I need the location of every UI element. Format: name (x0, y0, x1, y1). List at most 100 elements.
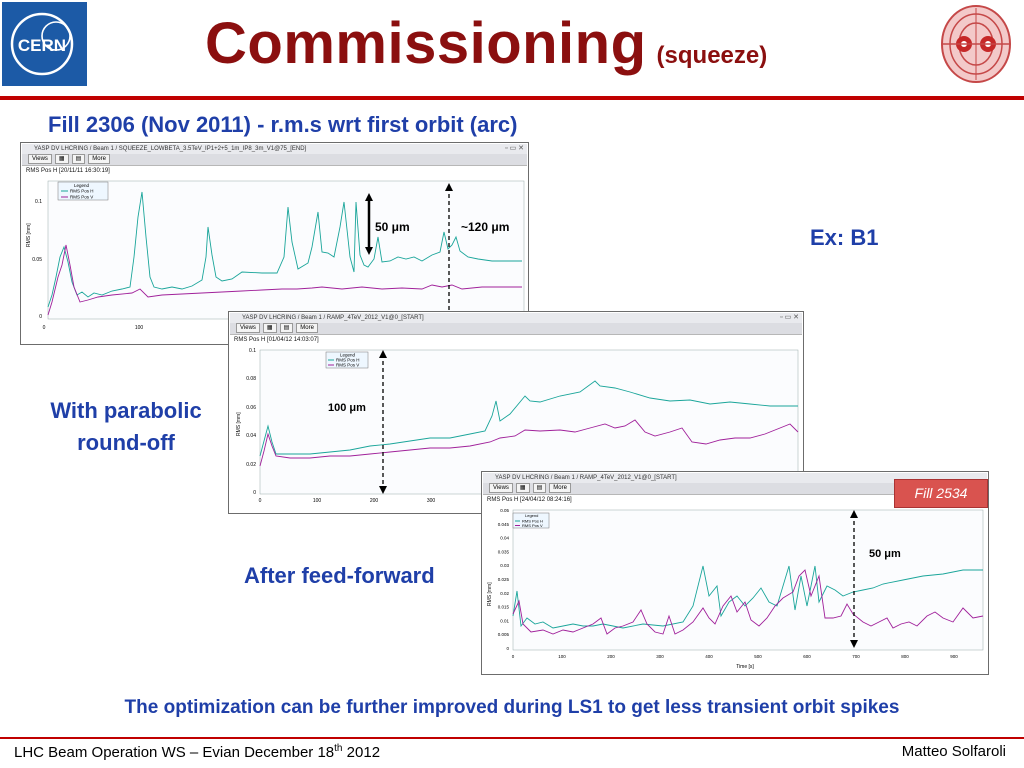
legend-title: Legend (525, 513, 538, 518)
toolbar: Views ▦ ▤ More (22, 154, 527, 166)
series-rms-v (512, 569, 984, 635)
footer-event-text: LHC Beam Operation WS – Evian December 1… (14, 744, 335, 761)
views-button[interactable]: Views (28, 154, 52, 164)
toolbar: Views ▦ ▤ More (230, 323, 802, 335)
x-tick: 100 (313, 498, 322, 504)
bottom-note: The optimization can be further improved… (124, 697, 900, 718)
grid-button[interactable]: ▦ (262, 323, 277, 333)
label-feed-forward: After feed-forward (244, 563, 435, 588)
footer-event-sup: th (334, 743, 343, 754)
slide-title: Commissioning (squeeze) (205, 10, 767, 77)
list-button[interactable]: ▤ (71, 154, 86, 164)
x-tick: 0 (43, 325, 46, 331)
y-tick: 0.03 (500, 563, 509, 568)
legend-entry-v: RMS Pos V (70, 195, 93, 200)
more-button[interactable]: More (549, 483, 571, 493)
arrow-head-up (365, 193, 373, 201)
x-tick: 700 (852, 654, 860, 659)
footer-divider (0, 737, 1024, 739)
y-tick: 0.08 (246, 376, 256, 382)
annotation-120um: ~120 μm (461, 220, 509, 234)
x-tick: 100 (558, 654, 566, 659)
list-button[interactable]: ▤ (532, 483, 547, 493)
slide-subtitle: Fill 2306 (Nov 2011) - r.m.s wrt first o… (48, 112, 518, 137)
x-tick: 200 (370, 498, 379, 504)
window-title: YASP DV LHCRING / Beam 1 / RAMP_4TeV_201… (483, 473, 987, 483)
window-title: YASP DV LHCRING / Beam 1 / SQUEEZE_LOWBE… (22, 144, 527, 154)
y-tick: 0.02 (246, 462, 256, 468)
views-button[interactable]: Views (236, 323, 260, 333)
more-button[interactable]: More (296, 323, 318, 333)
legend-title: Legend (74, 183, 90, 188)
series-rms-h (259, 380, 798, 457)
arrow-head-up (850, 510, 858, 518)
y-tick: 0.05 (500, 508, 509, 513)
legend-entry-h: RMS Pos H (336, 358, 360, 363)
legend-entry-h: RMS Pos H (70, 189, 94, 194)
y-tick: 0.015 (498, 605, 510, 610)
x-tick: 300 (656, 654, 664, 659)
annotation-50um: 50 μm (375, 220, 410, 234)
plot-area (259, 349, 799, 495)
y-axis-label: RMS [mm] (26, 223, 32, 247)
footer-event: LHC Beam Operation WS – Evian December 1… (14, 743, 380, 761)
rms-plot-2: RMS [mm] 0.1 0.08 0.06 0.04 0.02 0 0 100… (236, 348, 799, 504)
rms-plot-3: RMS [mm] 0.05 0.045 0.04 0.035 0.03 0.025 0.02… (487, 508, 984, 670)
label-example-beam: Ex: B1 (810, 225, 879, 250)
y-tick: 0.06 (246, 405, 256, 411)
y-tick: 0.1 (249, 348, 256, 354)
x-tick: 900 (950, 654, 958, 659)
y-tick: 0.1 (35, 199, 42, 205)
y-tick: 0.05 (32, 257, 42, 263)
x-tick: 400 (705, 654, 713, 659)
y-axis-label: RMS [mm] (487, 582, 493, 606)
y-tick: 0.01 (500, 618, 509, 623)
x-tick: 0 (259, 498, 262, 504)
y-tick: 0.04 (246, 433, 256, 439)
arrow-head-up (379, 350, 387, 358)
fill-badge: Fill 2534 (894, 479, 988, 508)
footer-event-year: 2012 (342, 744, 381, 761)
series-rms-v (259, 419, 799, 467)
arrow-head-down (365, 247, 373, 255)
more-button[interactable]: More (88, 154, 110, 164)
annotation-50um: 50 μm (869, 548, 901, 560)
x-tick: 300 (427, 498, 436, 504)
x-tick: 600 (803, 654, 811, 659)
x-tick: 500 (754, 654, 762, 659)
legend: Legend RMS Pos H RMS Pos V (325, 351, 369, 369)
annotation-100um: 100 μm (328, 402, 366, 414)
legend: Legend RMS Pos H RMS Pos V (57, 181, 109, 201)
grid-button[interactable]: ▦ (515, 483, 530, 493)
plot-area (47, 180, 525, 320)
y-tick: 0.045 (498, 522, 510, 527)
rms-plot-1: RMS [mm] 0.1 0.05 0 0 100 200 300 400 Le… (26, 180, 525, 331)
cern-logo-graphic: CERN (10, 12, 74, 76)
legend-entry-v: RMS Pos V (336, 363, 359, 368)
list-button[interactable]: ▤ (279, 323, 294, 333)
window-controls[interactable]: ▫ ▭ ✕ (505, 145, 524, 152)
plot-area (512, 509, 984, 651)
views-button[interactable]: Views (489, 483, 513, 493)
window-controls[interactable]: ▫ ▭ ✕ (780, 314, 799, 321)
y-axis-label: RMS [mm] (236, 412, 242, 436)
lhc-logo (928, 0, 1024, 88)
y-tick: 0.02 (500, 591, 509, 596)
legend-entry-h: RMS Pos H (522, 519, 543, 524)
cern-logo-text: CERN (18, 36, 66, 55)
series-rms-h (512, 565, 983, 629)
title-sub: (squeeze) (656, 42, 768, 69)
arrow-head-up (445, 183, 453, 191)
footer-author: Matteo Solfaroli (901, 743, 1006, 760)
toolbar: Views ▦ ▤ More (483, 483, 987, 495)
title-main: Commissioning (205, 11, 647, 76)
label-parabolic-roundoff: With parabolic round-off (50, 398, 202, 455)
title-divider (0, 96, 1024, 100)
plot-header: RMS Pos H [24/04/12 08:24:16] (487, 497, 572, 503)
x-tick: 200 (607, 654, 615, 659)
x-tick: 0 (512, 654, 515, 659)
x-tick: 100 (135, 325, 144, 331)
series-rms-h (47, 191, 522, 308)
grid-button[interactable]: ▦ (54, 154, 69, 164)
window-title: YASP DV LHCRING / Beam 1 / RAMP_4TeV_201… (230, 313, 802, 323)
